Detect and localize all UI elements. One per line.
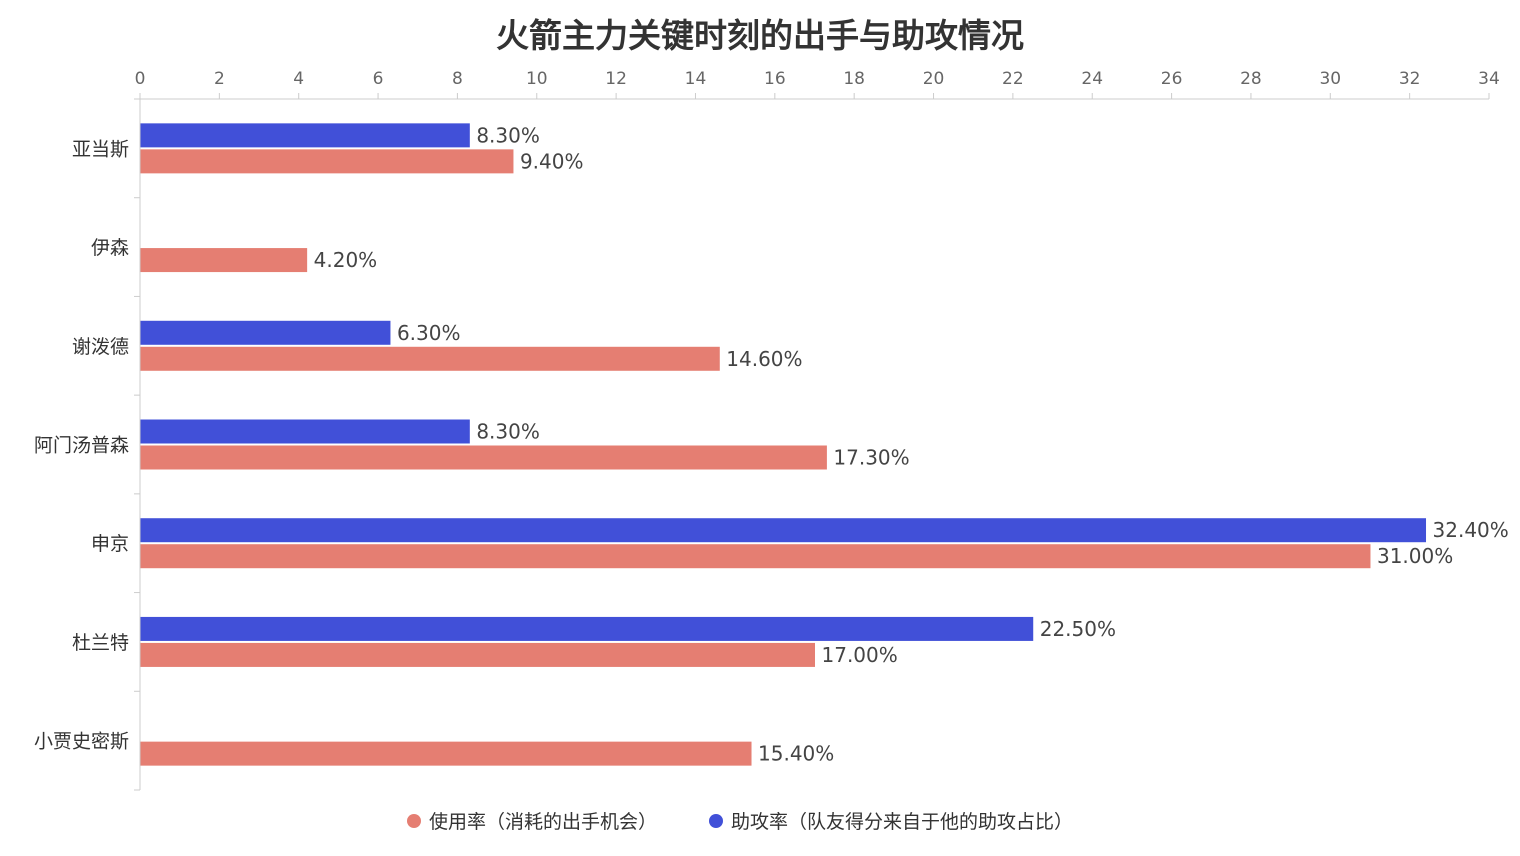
category-label: 阿门汤普森 (34, 435, 129, 457)
legend-swatch-icon (709, 814, 723, 828)
x-tick-label: 14 (685, 69, 707, 89)
bar-assist (140, 419, 470, 444)
category-label: 亚当斯 (72, 138, 129, 160)
bar-usage (140, 741, 752, 766)
x-tick-label: 32 (1399, 69, 1421, 89)
legend-item[interactable]: 助攻率（队友得分来自于他的助攻占比） (709, 811, 1073, 833)
data-labels-group: 8.30%9.40%4.20%6.30%14.60%8.30%17.30%32.… (314, 123, 1509, 765)
bar-assist (140, 616, 1034, 641)
x-tick-label: 8 (452, 69, 463, 89)
x-tick-label: 18 (843, 69, 865, 89)
x-tick-label: 2 (214, 69, 225, 89)
bar-usage (140, 544, 1371, 569)
category-label: 伊森 (91, 237, 129, 259)
bar-series-group (140, 123, 1427, 766)
bar-assist (140, 518, 1427, 543)
x-tick-label: 22 (1002, 69, 1024, 89)
x-tick-label: 30 (1319, 69, 1341, 89)
x-tick-label: 0 (135, 69, 146, 89)
bar-usage (140, 642, 815, 667)
legend-label: 使用率（消耗的出手机会） (429, 811, 657, 833)
x-tick-label: 26 (1161, 69, 1183, 89)
x-tick-label: 24 (1081, 69, 1103, 89)
x-tick-label: 20 (923, 69, 945, 89)
x-tick-label: 16 (764, 69, 786, 89)
data-label: 15.40% (758, 742, 834, 766)
bar-usage (140, 149, 514, 174)
chart-title: 火箭主力关键时刻的出手与助攻情况 (496, 16, 1024, 55)
data-label: 32.40% (1433, 518, 1509, 542)
x-axis: 0 2 4 6 8 10 12 14 16 18 20 22 24 26 28 30 32 34 (135, 69, 1500, 100)
data-label: 4.20% (314, 248, 378, 272)
x-tick-label: 12 (605, 69, 627, 89)
bar-usage (140, 248, 308, 273)
data-label: 22.50% (1040, 617, 1116, 641)
data-label: 8.30% (476, 123, 540, 147)
legend-label: 助攻率（队友得分来自于他的助攻占比） (731, 811, 1073, 833)
category-label: 小贾史密斯 (34, 731, 129, 753)
x-tick-label: 6 (373, 69, 384, 89)
data-label: 9.40% (520, 149, 584, 173)
data-label: 6.30% (397, 321, 461, 345)
legend-swatch-icon (407, 814, 421, 828)
legend-item[interactable]: 使用率（消耗的出手机会） (407, 811, 657, 833)
data-label: 17.00% (822, 643, 898, 667)
data-label: 8.30% (476, 420, 540, 444)
bar-usage (140, 445, 827, 470)
category-label: 谢泼德 (72, 336, 129, 358)
bar-assist (140, 320, 391, 345)
category-label: 申京 (91, 533, 129, 555)
x-tick-label: 4 (293, 69, 304, 89)
x-tick-label: 34 (1478, 69, 1500, 89)
data-label: 17.30% (833, 446, 909, 470)
data-label: 14.60% (726, 347, 802, 371)
legend: 使用率（消耗的出手机会） 助攻率（队友得分来自于他的助攻占比） (407, 811, 1073, 833)
category-label: 杜兰特 (72, 632, 129, 654)
bar-usage (140, 346, 720, 371)
data-label: 31.00% (1377, 544, 1453, 568)
x-tick-label: 28 (1240, 69, 1262, 89)
bar-assist (140, 123, 470, 148)
x-tick-label: 10 (526, 69, 548, 89)
